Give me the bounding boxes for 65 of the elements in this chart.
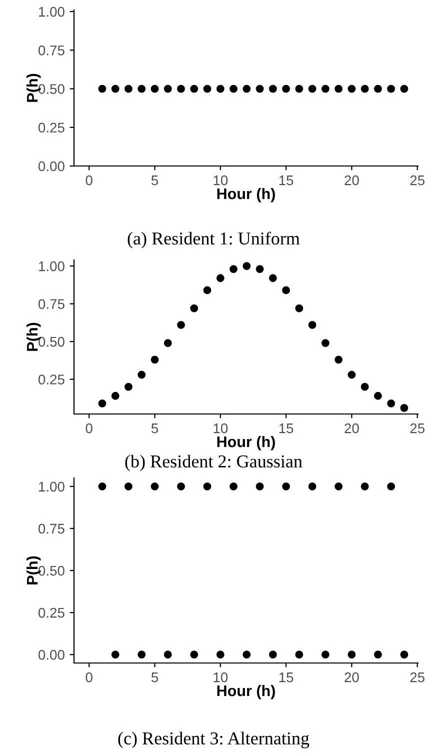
y-tick-label: 1.00 bbox=[39, 482, 64, 492]
point bbox=[374, 392, 382, 400]
x-tick-label: 0 bbox=[86, 423, 92, 434]
point bbox=[242, 262, 251, 270]
point bbox=[203, 286, 212, 294]
x-tick-label: 15 bbox=[279, 424, 294, 434]
point bbox=[150, 356, 159, 364]
y-tick-label: 0.50 bbox=[38, 566, 64, 576]
point bbox=[282, 286, 290, 294]
x-tick-label: 20 bbox=[344, 672, 359, 682]
point bbox=[190, 304, 198, 312]
point bbox=[124, 382, 132, 391]
text: (a) Resident 1: Uniform bbox=[128, 232, 300, 248]
x-tick-label: 15 bbox=[279, 672, 294, 682]
y-axis-title: P(h) bbox=[26, 74, 41, 102]
x-tick-label: 25 bbox=[410, 175, 424, 186]
point bbox=[348, 370, 356, 379]
point bbox=[256, 265, 264, 274]
point bbox=[111, 392, 120, 400]
y-tick-label: 0.75 bbox=[38, 299, 64, 309]
point bbox=[98, 399, 106, 408]
point bbox=[268, 274, 277, 282]
text: (c) Resident 3: Alternating bbox=[118, 732, 310, 748]
x-axis-title: Hour (h) bbox=[217, 188, 275, 202]
point bbox=[360, 382, 369, 391]
y-tick-label: 1.00 bbox=[39, 6, 64, 17]
x-tick-label: 25 bbox=[410, 423, 424, 434]
x-tick-label: 10 bbox=[214, 423, 228, 434]
y-tick-label: 0.25 bbox=[38, 608, 64, 618]
y-axis-title: P(h) bbox=[26, 556, 41, 584]
point bbox=[230, 265, 238, 274]
x-axis-title: Hour (h) bbox=[217, 436, 275, 450]
point bbox=[387, 399, 396, 408]
y-tick-label: 0.00 bbox=[38, 161, 64, 172]
text: (b) Resident 2: Gaussian bbox=[125, 454, 302, 472]
y-tick-label: 0.25 bbox=[38, 374, 64, 384]
y-tick-label: 1.00 bbox=[39, 261, 64, 272]
y-tick-label: 0.75 bbox=[38, 45, 64, 56]
y-tick-label: 0.00 bbox=[38, 650, 64, 660]
point bbox=[308, 320, 316, 329]
x-tick-label: 10 bbox=[214, 175, 228, 186]
y-tick-label: 0.50 bbox=[38, 84, 64, 94]
x-tick-label: 15 bbox=[279, 176, 294, 186]
y-axis-title: P(h) bbox=[26, 322, 41, 351]
point bbox=[164, 339, 172, 347]
point bbox=[295, 304, 304, 312]
point bbox=[177, 320, 185, 329]
point bbox=[138, 370, 146, 379]
x-tick-label: 25 bbox=[410, 672, 424, 682]
x-tick-label: 5 bbox=[151, 176, 158, 186]
x-tick-label: 20 bbox=[344, 175, 359, 186]
point bbox=[400, 404, 408, 412]
x-tick-label: 5 bbox=[151, 672, 158, 682]
x-tick-label: 10 bbox=[214, 672, 228, 682]
y-tick-label: 0.25 bbox=[38, 122, 64, 133]
y-tick-label: 0.50 bbox=[38, 336, 64, 347]
x-tick-label: 5 bbox=[151, 424, 158, 434]
point bbox=[334, 356, 343, 364]
y-tick-label: 0.75 bbox=[38, 524, 64, 534]
point bbox=[321, 339, 330, 347]
x-tick-label: 0 bbox=[86, 672, 92, 682]
point bbox=[216, 274, 224, 282]
x-tick-label: 20 bbox=[344, 423, 359, 434]
x-tick-label: 0 bbox=[86, 175, 92, 186]
x-axis-title: Hour (h) bbox=[217, 684, 275, 700]
